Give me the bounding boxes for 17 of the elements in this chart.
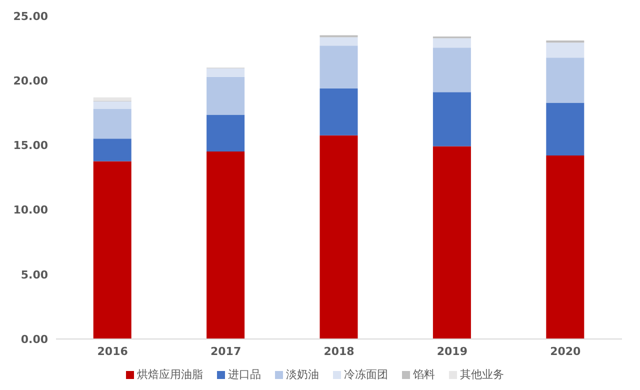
y-tick-label: 15.00: [13, 139, 48, 152]
x-tick-label: 2020: [550, 344, 582, 358]
x-tick-label: 2017: [210, 344, 242, 358]
y-tick-label: 20.00: [13, 74, 48, 88]
legend-label: 冷冻面团: [344, 367, 388, 382]
legend-label: 进口品: [228, 367, 261, 382]
x-tick-label: 2019: [436, 344, 468, 358]
legend-label: 淡奶油: [286, 367, 319, 382]
legend-label: 烘焙应用油脂: [137, 367, 203, 382]
legend-label: 其他业务: [460, 367, 504, 382]
x-tick-label: 2016: [97, 344, 128, 358]
y-tick-label: 5.00: [20, 268, 48, 282]
legend-label: 馅料: [413, 367, 435, 382]
y-tick-label: 25.00: [13, 10, 48, 23]
x-tick-label: 2018: [324, 344, 354, 358]
y-tick-label: 0.00: [20, 332, 48, 346]
y-tick-label: 10.00: [13, 204, 48, 217]
